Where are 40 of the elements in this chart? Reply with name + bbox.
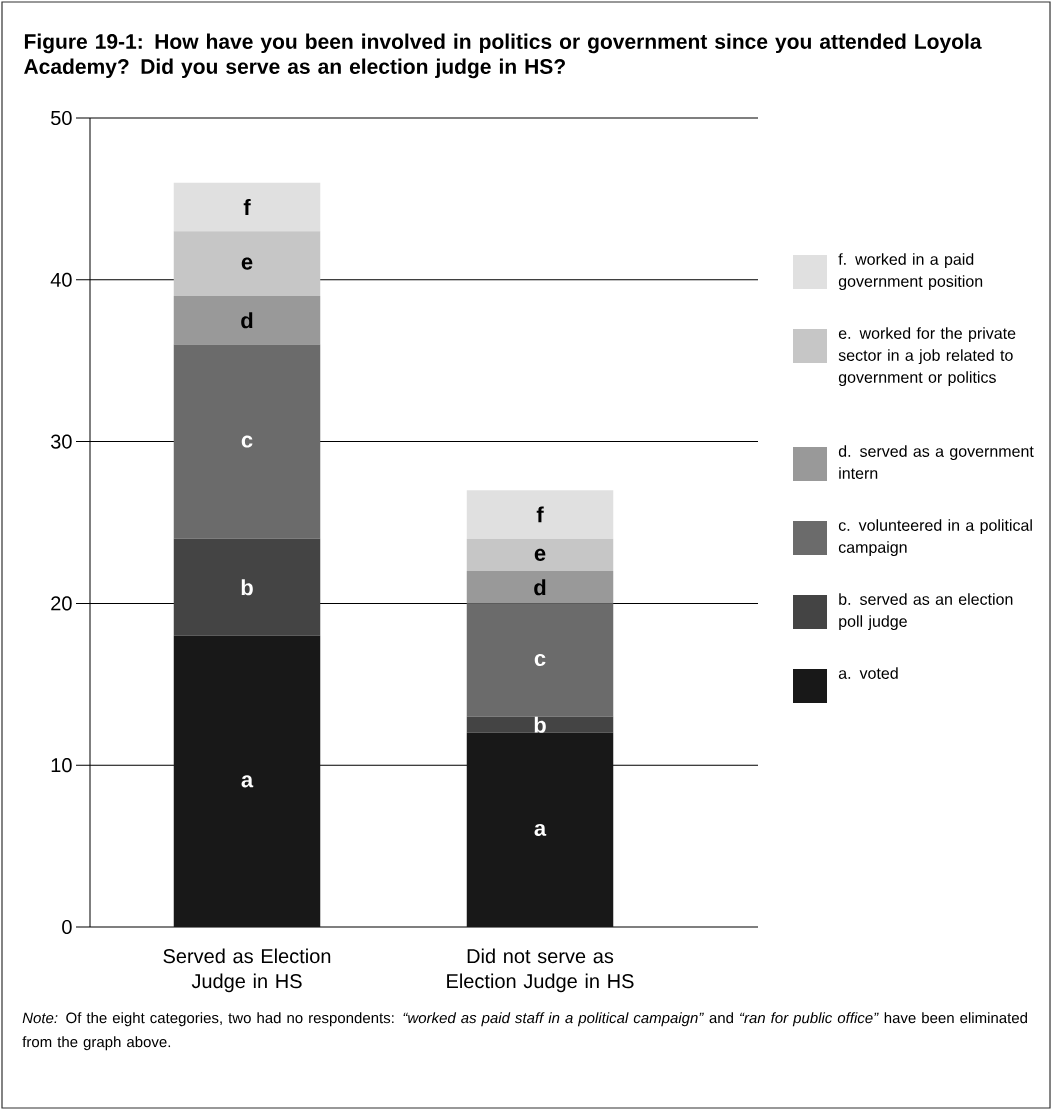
bar [173, 538, 321, 636]
x-tick-label: Did not serve as Election Judge in HS [447, 948, 634, 993]
chart-title: Figure 19-1: How have you been involved in politics or government since you attended Loyola Academy? Did you serve as an election judge in HS? [24, 33, 982, 79]
y-tick-label: 40 [50, 272, 72, 287]
bar [466, 716, 614, 733]
data-label: e [241, 257, 253, 270]
bar [173, 344, 321, 539]
data-label: e [534, 548, 546, 561]
y-tick-label: 50 [51, 110, 72, 126]
y-tick-label: 20 [51, 596, 72, 611]
text: Note: Of the eight categories, two had no respondents: “worked as paid staff in a political campaign” and “ran for public office” have been eliminated from the graph above. [22, 1012, 1027, 1051]
bar [466, 571, 614, 604]
data-label: d [534, 579, 546, 596]
bar [173, 635, 321, 927]
legend-label: e. worked for the private sector in a job related to government or politics [838, 327, 1016, 387]
data-label: b [534, 716, 546, 733]
legend-label: f. worked in a paid government position [838, 253, 983, 291]
bar [466, 603, 614, 717]
y-tick-label: 30 [50, 434, 72, 449]
bar [466, 490, 614, 539]
legend-label: b. served as an election poll judge [839, 593, 1013, 631]
y-tick-label: 0 [62, 919, 72, 935]
x-tick-label: Served as Election Judge in HS [163, 948, 331, 993]
bar [173, 182, 321, 232]
data-label: b [241, 579, 253, 596]
data-label: f [536, 506, 544, 523]
y-tick-label: 10 [51, 758, 72, 773]
legend-label: d. served as a government intern [838, 445, 1034, 479]
legend-label: c. volunteered in a political campaign [838, 519, 1032, 557]
bar [466, 732, 614, 927]
text: a. voted [838, 667, 898, 679]
bar [466, 538, 614, 572]
bar [173, 231, 321, 296]
bar [173, 295, 321, 345]
data-label: c [534, 653, 546, 667]
data-label: c [241, 435, 253, 448]
data-label: a [241, 775, 254, 788]
data-label: d [241, 312, 253, 329]
data-label: f [243, 199, 251, 215]
data-label: a [534, 823, 547, 836]
